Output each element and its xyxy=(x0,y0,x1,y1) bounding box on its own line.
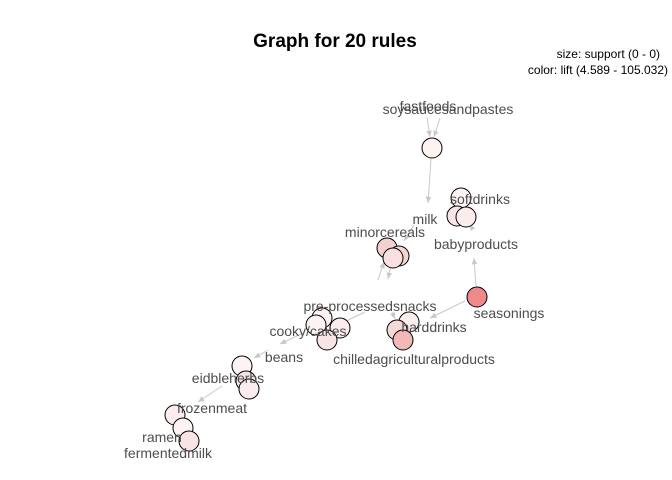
edge xyxy=(389,311,396,320)
legend-color: color: lift (4.589 - 105.032) xyxy=(528,63,668,77)
graph-node xyxy=(382,247,404,269)
edges xyxy=(173,116,478,430)
nodes xyxy=(164,137,488,452)
label-fermentedmilk: fermentedmilk xyxy=(124,445,213,461)
edge xyxy=(429,300,466,319)
edge xyxy=(426,116,432,138)
graph-title: Graph for 20 rules xyxy=(253,31,417,52)
graph-node xyxy=(316,329,338,351)
graph-node xyxy=(466,286,488,308)
label-chilledagriculturalproducts: chilledagriculturalproducts xyxy=(333,351,495,367)
graph-node xyxy=(178,430,200,452)
label-cookycakes: cooky/cakes xyxy=(269,323,346,339)
label-seasonings: seasonings xyxy=(474,305,545,321)
edge xyxy=(377,261,385,281)
edge xyxy=(433,117,441,138)
graph-node xyxy=(455,206,477,228)
graph-node xyxy=(305,314,327,336)
label-softdrinks: softdrinks xyxy=(450,191,510,207)
graph-node xyxy=(392,329,414,351)
edge xyxy=(471,257,478,287)
label-minorcereals: minorcereals xyxy=(345,224,425,240)
label-beans: beans xyxy=(265,349,303,365)
labels: fastfoods soysaucesandpastes softdrinks … xyxy=(124,98,544,461)
edge xyxy=(253,349,269,359)
edge xyxy=(279,331,306,345)
label-milk: milk xyxy=(413,211,439,227)
label-preprocessedsnacks: pre-processedsnacks xyxy=(303,298,436,314)
label-ramen: ramen xyxy=(142,429,182,445)
graph-node xyxy=(421,137,443,159)
label-soysaucesandpastes: soysaucesandpastes xyxy=(383,101,514,117)
edge xyxy=(425,158,432,204)
label-eidbleherbs: eidbleherbs xyxy=(192,370,264,386)
graph-node xyxy=(329,317,351,339)
label-babyproducts: babyproducts xyxy=(434,236,518,252)
graph-node xyxy=(238,378,260,400)
edge xyxy=(403,224,415,242)
edge xyxy=(197,385,223,403)
legend-size: size: support (0 - 0) xyxy=(557,47,660,61)
label-fastfoods: fastfoods xyxy=(400,98,457,114)
label-harddrinks: harddrinks xyxy=(401,319,466,335)
label-frozenmeat: frozenmeat xyxy=(177,400,247,416)
